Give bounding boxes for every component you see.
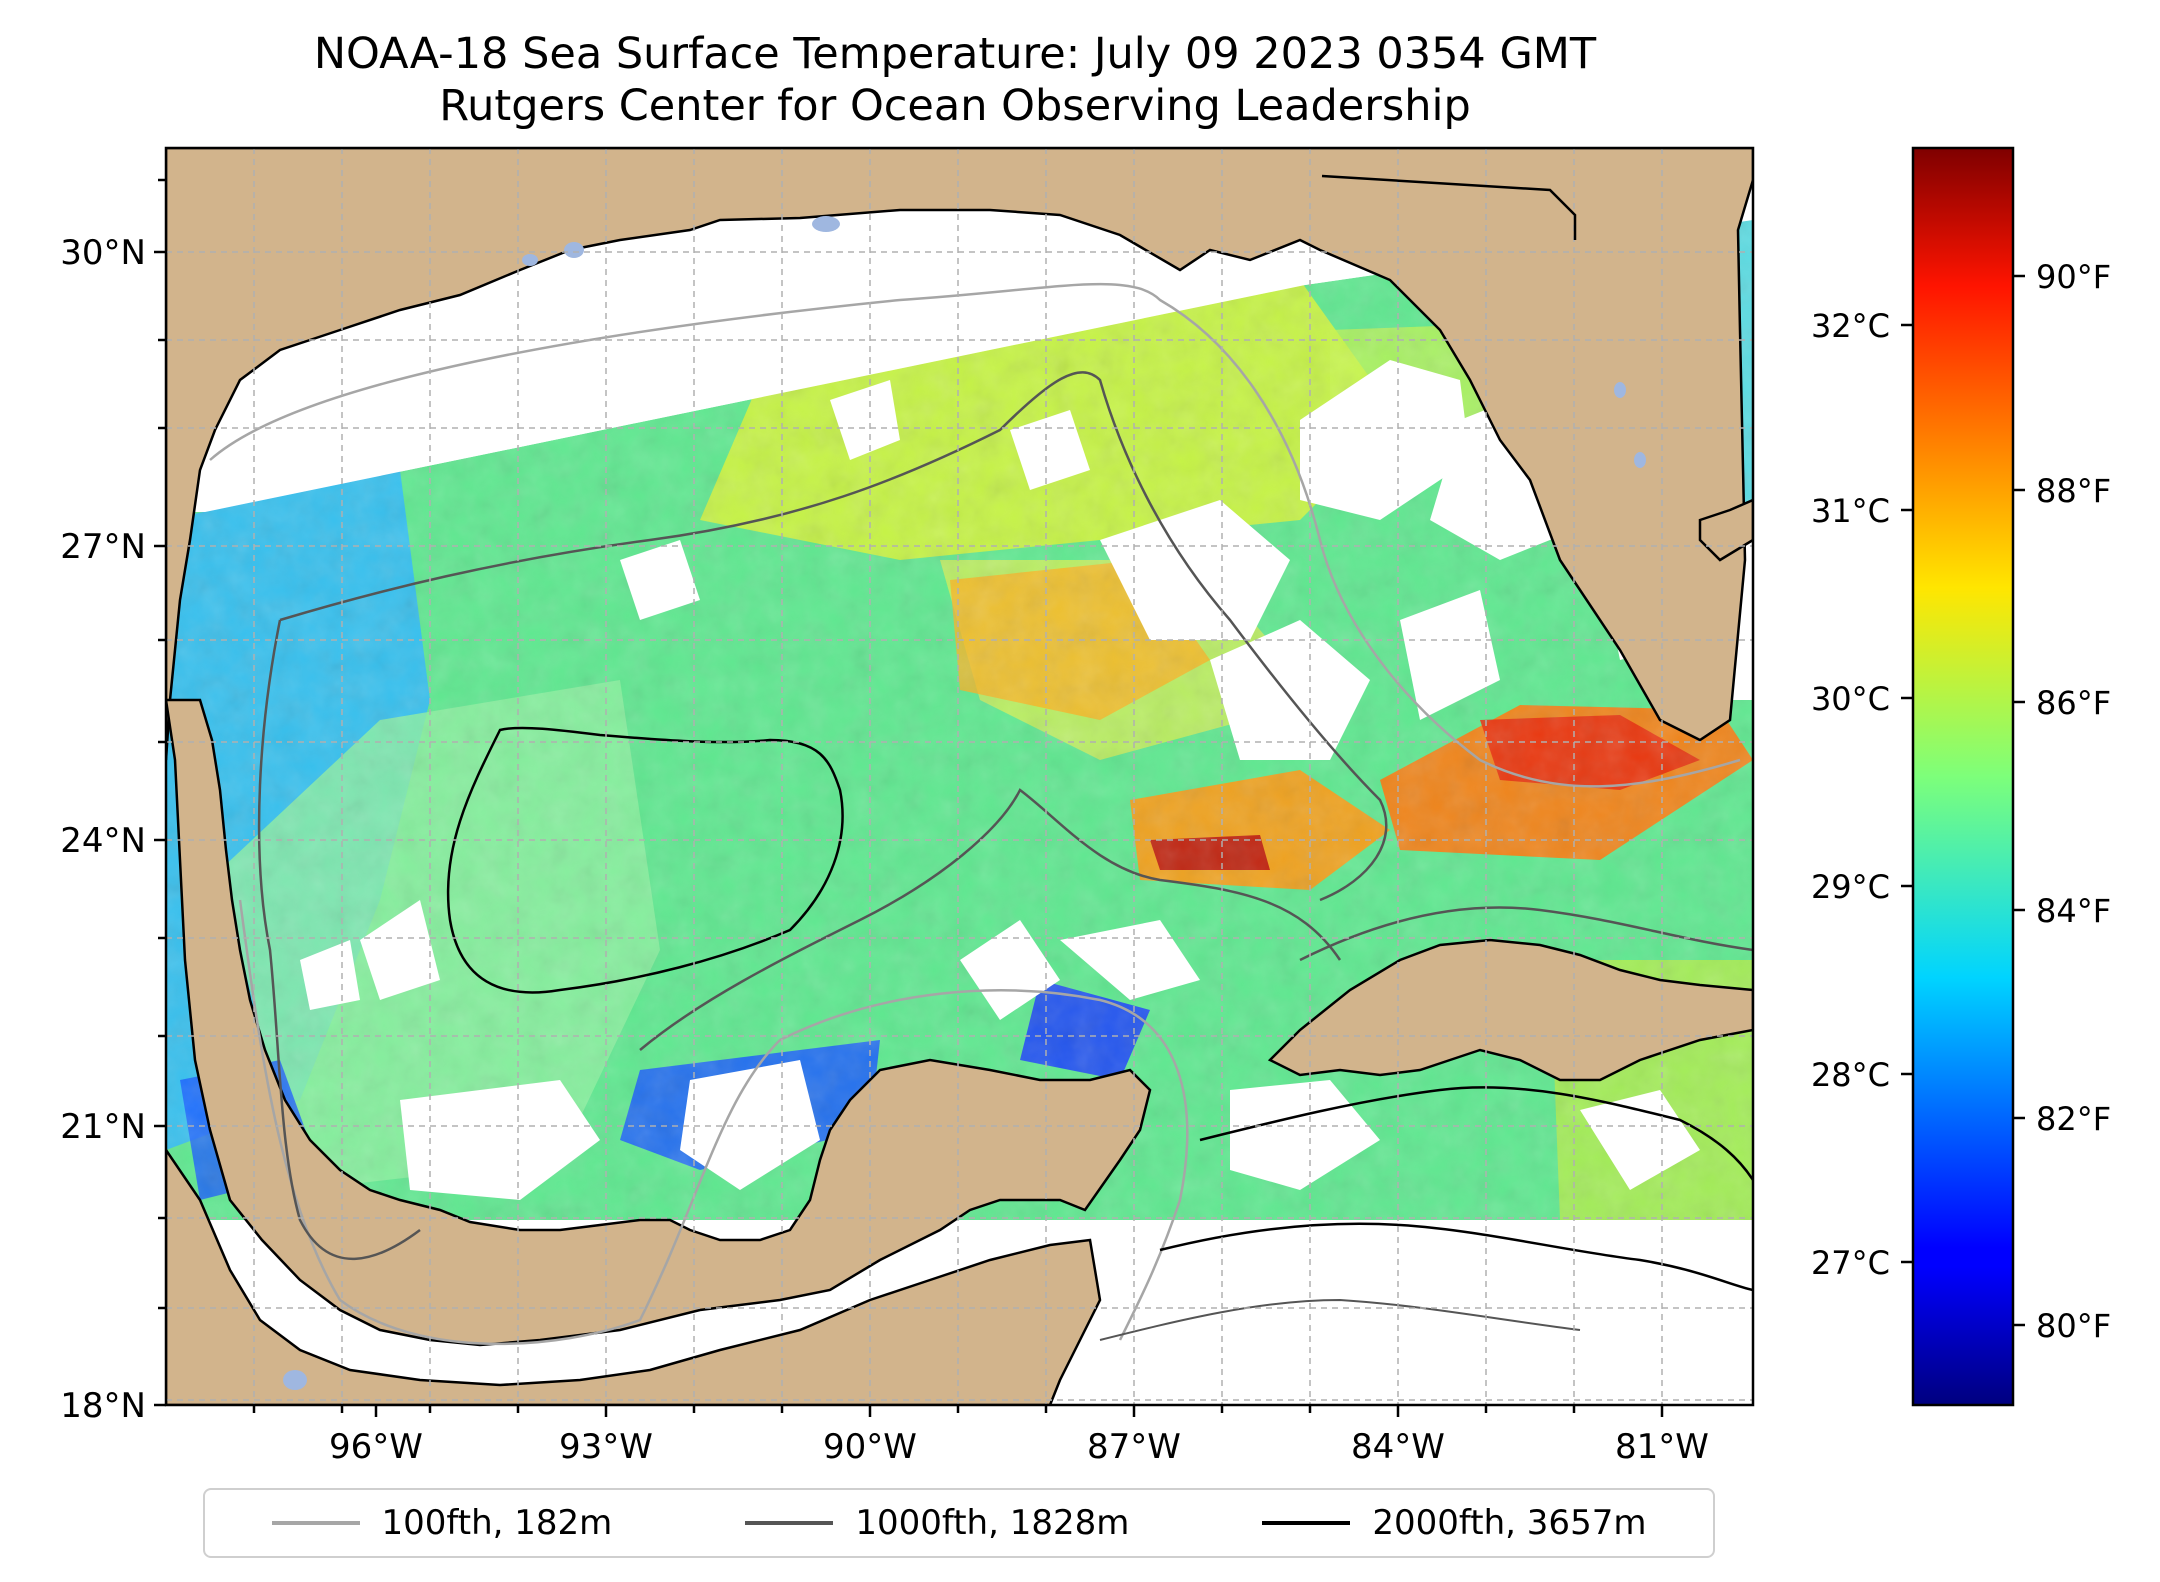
lon-label-84w: 84°W bbox=[1351, 1427, 1445, 1467]
title-line-1: NOAA-18 Sea Surface Temperature: July 09… bbox=[313, 29, 1597, 79]
celsius-label: 31°C bbox=[1811, 492, 1890, 530]
gridlines bbox=[166, 148, 1753, 1405]
map-area bbox=[166, 148, 1753, 1405]
chart-title: NOAA-18 Sea Surface Temperature: July 09… bbox=[165, 28, 1745, 132]
lat-label-24n: 24°N bbox=[60, 821, 146, 861]
lon-label-96w: 96°W bbox=[329, 1427, 423, 1467]
fahrenheit-label: 82°F bbox=[2036, 1100, 2111, 1138]
lat-label-21n: 21°N bbox=[60, 1107, 146, 1147]
celsius-label: 28°C bbox=[1811, 1056, 1890, 1094]
lat-label-18n: 18°N bbox=[60, 1386, 146, 1426]
fahrenheit-label: 86°F bbox=[2036, 684, 2111, 722]
axis-ticks bbox=[154, 178, 1664, 1417]
fahrenheit-label: 88°F bbox=[2036, 472, 2111, 510]
lon-label-81w: 81°W bbox=[1615, 1427, 1709, 1467]
bathymetry-contours bbox=[209, 282, 1753, 1346]
legend-line-swatch bbox=[745, 1521, 834, 1525]
colorbar-ticks bbox=[1901, 274, 2025, 1327]
celsius-label: 29°C bbox=[1811, 868, 1890, 906]
colorbar-gradient bbox=[1911, 146, 2015, 1407]
legend-item-1000fth: 1000fth, 1828m bbox=[745, 1503, 1129, 1543]
legend-label: 2000fth, 3657m bbox=[1372, 1503, 1647, 1543]
legend-line-swatch bbox=[1262, 1521, 1351, 1525]
state-border bbox=[1321, 174, 1577, 240]
lat-label-27n: 27°N bbox=[60, 527, 146, 567]
colorbar: 32°C 31°C 30°C 29°C 28°C 27°C 90°F 88°F … bbox=[1811, 146, 2111, 1407]
celsius-label: 27°C bbox=[1811, 1244, 1890, 1282]
legend-line-swatch bbox=[271, 1521, 360, 1525]
longitude-labels: 96°W 93°W 90°W 87°W 84°W 81°W bbox=[329, 1427, 1709, 1467]
map-frame bbox=[164, 146, 1755, 1407]
legend-item-2000fth: 2000fth, 3657m bbox=[1262, 1503, 1646, 1543]
fahrenheit-label: 90°F bbox=[2036, 258, 2111, 296]
lakes bbox=[283, 216, 1646, 1390]
legend-label: 100fth, 182m bbox=[381, 1503, 613, 1543]
celsius-labels: 32°C 31°C 30°C 29°C 28°C 27°C bbox=[1811, 307, 1890, 1282]
land bbox=[166, 148, 1753, 1405]
legend-label: 1000fth, 1828m bbox=[855, 1503, 1130, 1543]
legend-item-100fth: 100fth, 182m bbox=[271, 1503, 613, 1543]
title-line-2: Rutgers Center for Ocean Observing Leade… bbox=[439, 81, 1471, 131]
legend: 100fth, 182m 1000fth, 1828m 2000fth, 365… bbox=[203, 1488, 1715, 1558]
fahrenheit-label: 84°F bbox=[2036, 892, 2111, 930]
fahrenheit-labels: 90°F 88°F 86°F 84°F 82°F 80°F bbox=[2036, 258, 2111, 1345]
fahrenheit-label: 80°F bbox=[2036, 1307, 2111, 1345]
lon-label-87w: 87°W bbox=[1087, 1427, 1181, 1467]
lat-label-30n: 30°N bbox=[60, 233, 146, 273]
celsius-label: 30°C bbox=[1811, 680, 1890, 718]
lon-label-93w: 93°W bbox=[559, 1427, 653, 1467]
latitude-labels: 30°N 27°N 24°N 21°N 18°N bbox=[60, 233, 146, 1426]
celsius-label: 32°C bbox=[1811, 307, 1890, 345]
lon-label-90w: 90°W bbox=[823, 1427, 917, 1467]
